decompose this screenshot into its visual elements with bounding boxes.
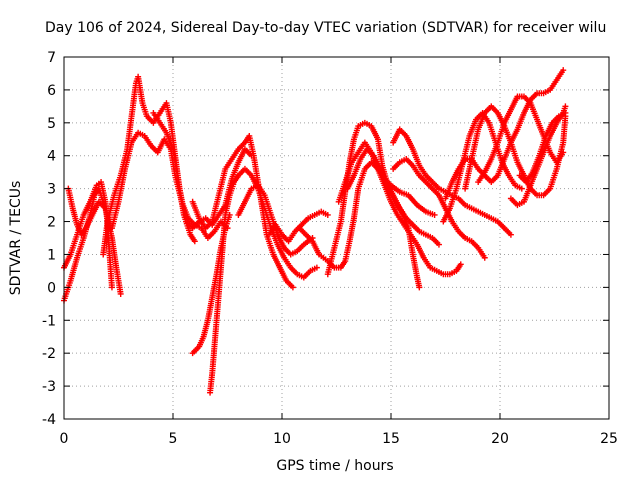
x-tick-labels: 0 5 10 15 20 25	[60, 57, 618, 447]
data-point-marker	[431, 211, 438, 218]
y-tick-label: 7	[47, 50, 56, 66]
series-group	[61, 67, 569, 396]
chart-title: Day 106 of 2024, Sidereal Day-to-day VTE…	[45, 20, 606, 36]
data-point-marker	[507, 231, 514, 238]
data-point-marker	[416, 284, 423, 291]
data-point-marker	[313, 264, 320, 271]
y-axis-label: SDTVAR / TECUs	[8, 181, 24, 296]
y-tick-label: 1	[47, 247, 56, 263]
y-tick-label: -1	[42, 313, 56, 329]
y-tick-label: 4	[47, 149, 56, 165]
series-arc-12	[296, 159, 438, 271]
series-trace	[102, 75, 196, 256]
series-arc-21	[442, 67, 567, 202]
y-tick-label: 0	[47, 280, 56, 296]
y-tick-label: 5	[47, 116, 56, 132]
data-point-marker	[560, 67, 567, 74]
series-arc-23	[516, 109, 569, 186]
x-tick-label: 25	[600, 431, 618, 447]
series-arc-4	[100, 73, 198, 258]
data-point-marker	[117, 290, 124, 297]
series-arc-6	[150, 109, 255, 232]
x-axis-label: GPS time / hours	[276, 458, 393, 474]
y-tick-labels: -4 -3 -2 -1 0 1 2 3 4 5 6 7	[42, 50, 609, 428]
x-tick-label: 15	[382, 431, 400, 447]
data-point-marker	[191, 238, 198, 245]
data-point-marker	[289, 284, 296, 291]
x-tick-label: 10	[273, 431, 291, 447]
y-tick-label: 6	[47, 83, 56, 99]
plot-frame	[63, 56, 610, 420]
y-tick-label: 3	[47, 182, 56, 198]
data-point-marker	[562, 103, 569, 110]
x-tick-label: 0	[60, 431, 69, 447]
data-point-marker	[518, 185, 525, 192]
data-point-marker	[324, 211, 331, 218]
y-tick-label: -3	[42, 379, 56, 395]
series-arc-11	[265, 208, 331, 245]
series-arc-18	[440, 109, 525, 225]
series-arc-10	[235, 182, 316, 258]
y-tick-label: -2	[42, 346, 56, 362]
data-point-marker	[560, 149, 567, 156]
data-point-marker	[562, 109, 569, 116]
series-trace	[442, 112, 523, 223]
data-point-marker	[108, 284, 115, 291]
x-tick-label: 20	[491, 431, 509, 447]
y-tick-label: 2	[47, 215, 56, 231]
series-arc-17	[390, 126, 514, 238]
series-arc-13	[324, 119, 423, 291]
series-arc-15	[344, 146, 442, 248]
y-tick-label: -4	[42, 412, 56, 428]
x-tick-label: 5	[169, 431, 178, 447]
data-point-marker	[457, 261, 464, 268]
data-point-marker	[435, 241, 442, 248]
series-arc-16	[390, 156, 488, 261]
data-point-marker	[481, 254, 488, 261]
